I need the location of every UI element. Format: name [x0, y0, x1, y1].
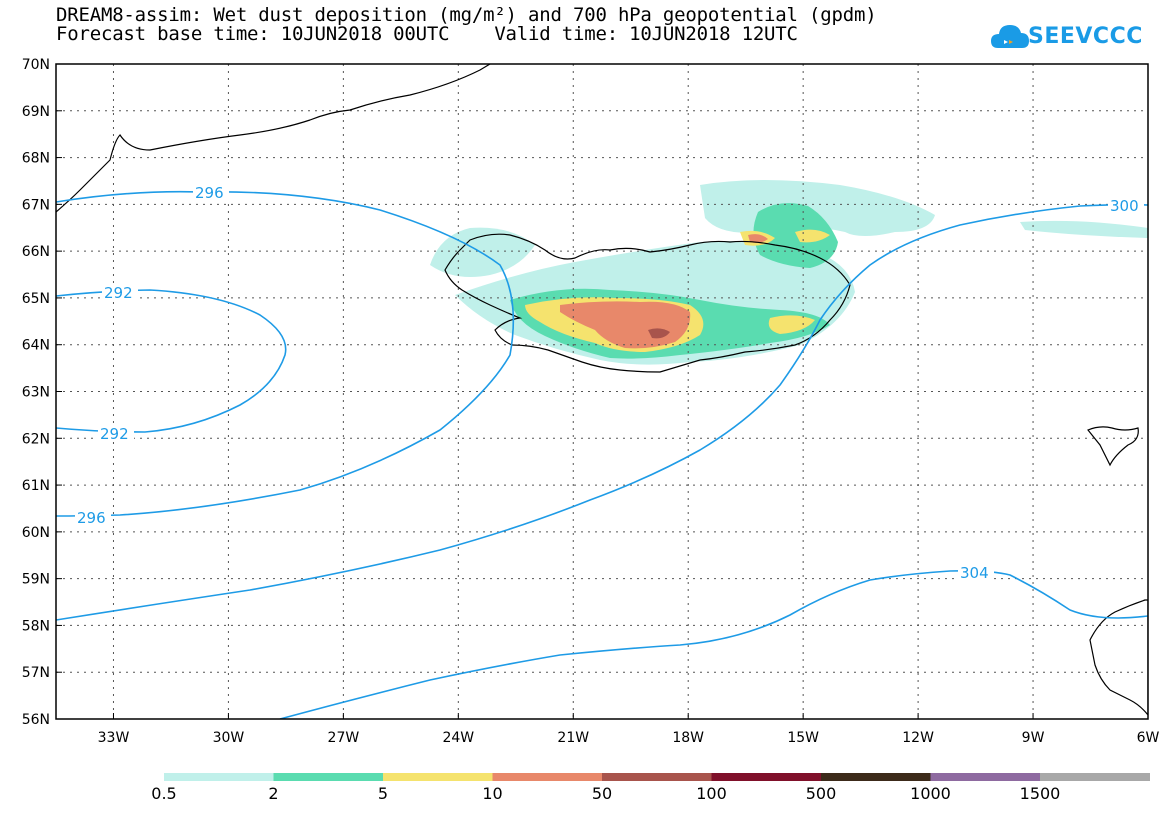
contour-label-296-top: 296: [195, 184, 224, 202]
lon-tick-label: 27W: [328, 730, 360, 746]
lat-tick-label: 60N: [22, 525, 50, 541]
lat-tick-label: 70N: [22, 57, 50, 73]
contour-296-west: [56, 190, 515, 517]
colorbar-label: 10: [482, 784, 503, 803]
lat-tick-label: 62N: [22, 431, 50, 447]
lat-tick-label: 69N: [22, 104, 50, 120]
colorbar-swatch: [492, 773, 603, 781]
lat-tick-label: 67N: [22, 197, 50, 213]
dust-deposition-field: [430, 180, 1148, 365]
lat-tick-label: 57N: [22, 665, 50, 681]
lat-tick-label: 63N: [22, 385, 50, 401]
coastlines: [56, 64, 1148, 716]
colorbar-label: 1500: [1019, 784, 1061, 803]
contour-labels: 296 292 292 296 300 304: [75, 183, 1144, 582]
lon-tick-label: 33W: [98, 730, 130, 746]
dust-shade-10-north: [748, 234, 768, 243]
coastline-iceland: [444, 233, 851, 373]
contour-label-292-bottom: 292: [100, 425, 129, 443]
contour-292: [56, 289, 287, 433]
lat-tick-label: 68N: [22, 151, 50, 167]
lat-tick-label: 59N: [22, 572, 50, 588]
dust-shade-5-east: [768, 315, 815, 334]
contour-label-296-bottom: 296: [77, 509, 106, 527]
contour-300: [56, 203, 1148, 621]
lat-tick-label: 66N: [22, 244, 50, 260]
colorbar-label: 5: [377, 784, 389, 803]
lon-tick-label: 18W: [672, 730, 704, 746]
graticule: [56, 64, 1148, 719]
colorbar-label: 1000: [910, 784, 951, 803]
contour-304: [279, 570, 1148, 719]
lon-tick-label: 15W: [787, 730, 819, 746]
colorbar-swatch: [164, 773, 274, 781]
colorbar: [164, 773, 1150, 781]
dust-shade-0.5-far-east: [1020, 220, 1148, 238]
coastline-scotland: [1089, 599, 1148, 716]
colorbar-label: 2: [268, 784, 279, 803]
lat-tick-label: 58N: [22, 618, 50, 634]
lon-tick-label: 12W: [902, 730, 934, 746]
lon-tick-label: 24W: [442, 730, 474, 746]
contour-label-304: 304: [960, 564, 989, 582]
geopotential-contours: [56, 190, 1148, 719]
colorbar-swatch: [383, 773, 493, 781]
map-title-line-1: DREAM8-assim: Wet dust deposition (mg/m²…: [56, 4, 877, 26]
contour-label-300: 300: [1110, 197, 1139, 215]
cloud-icon: [991, 25, 1029, 48]
seevccc-logo: SEEVCCC: [990, 20, 1142, 58]
lat-tick-label: 64N: [22, 338, 50, 354]
lon-tick-label: 9W: [1022, 730, 1045, 746]
lat-tick-label: 56N: [22, 712, 50, 728]
colorbar-label: 500: [805, 784, 837, 803]
map-title-line-2: Forecast base time: 10JUN2018 00UTC Vali…: [56, 23, 798, 45]
colorbar-swatch: [273, 773, 384, 781]
lat-tick-label: 61N: [22, 478, 50, 494]
coastline-faroe: [1087, 426, 1139, 467]
contour-label-292-top: 292: [104, 284, 133, 302]
lat-tick-label: 65N: [22, 291, 50, 307]
lon-tick-label: 30W: [213, 730, 245, 746]
colorbar-swatch: [821, 773, 931, 781]
logo-text: SEEVCCC: [1028, 24, 1143, 49]
dust-shade-5-north-2: [795, 229, 830, 243]
colorbar-swatch: [711, 773, 822, 781]
colorbar-swatch: [1040, 773, 1150, 781]
colorbar-swatch: [602, 773, 712, 781]
colorbar-label: 100: [696, 784, 727, 803]
coastline-greenland: [56, 64, 491, 213]
dust-shade-50-main: [648, 328, 670, 339]
latitude-axis: 70N 69N 68N 67N 66N 65N 64N 63N 62N 61N 60N 59N 58N 5…: [22, 57, 62, 728]
lon-tick-label: 21W: [557, 730, 589, 746]
colorbar-label: 0.5: [151, 784, 177, 803]
colorbar-label: 50: [591, 784, 613, 803]
map-content: 296 292 292 296 300 304: [56, 64, 1148, 719]
colorbar-swatch: [930, 773, 1041, 781]
longitude-axis: 33W 30W 27W 24W 21W 18W 15W 12W 9W 6W: [98, 713, 1160, 746]
dust-shade-2-north: [753, 203, 838, 268]
lon-tick-label: 6W: [1137, 730, 1160, 746]
